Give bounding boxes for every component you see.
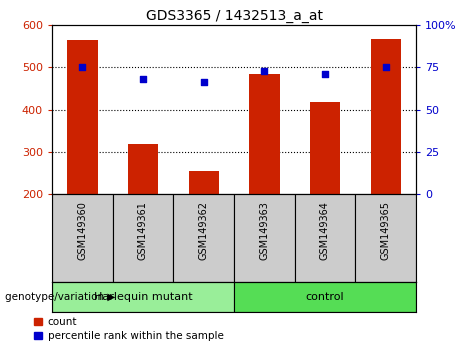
Bar xyxy=(128,144,158,194)
Bar xyxy=(173,194,234,282)
Text: Harlequin mutant: Harlequin mutant xyxy=(94,292,192,302)
Point xyxy=(260,68,268,74)
Bar xyxy=(249,74,279,194)
Bar xyxy=(67,40,97,194)
Bar xyxy=(371,39,401,194)
Text: GSM149364: GSM149364 xyxy=(320,201,330,260)
Text: GSM149363: GSM149363 xyxy=(260,201,269,260)
Bar xyxy=(234,194,295,282)
Bar xyxy=(52,282,234,312)
Bar xyxy=(355,194,416,282)
Point xyxy=(200,80,207,85)
Bar xyxy=(189,171,219,194)
Text: GSM149360: GSM149360 xyxy=(77,201,87,260)
Point xyxy=(139,76,147,82)
Text: GSM149361: GSM149361 xyxy=(138,201,148,260)
Bar xyxy=(295,194,355,282)
Bar xyxy=(234,282,416,312)
Point xyxy=(321,71,329,77)
Bar xyxy=(52,194,112,282)
Text: GSM149362: GSM149362 xyxy=(199,201,209,260)
Legend: count, percentile rank within the sample: count, percentile rank within the sample xyxy=(34,317,224,341)
Bar xyxy=(112,194,173,282)
Point xyxy=(79,64,86,70)
Text: control: control xyxy=(306,292,344,302)
Title: GDS3365 / 1432513_a_at: GDS3365 / 1432513_a_at xyxy=(146,8,323,23)
Point xyxy=(382,64,390,70)
Text: GSM149365: GSM149365 xyxy=(381,201,390,260)
Text: genotype/variation ▶: genotype/variation ▶ xyxy=(5,292,115,302)
Bar xyxy=(310,102,340,194)
